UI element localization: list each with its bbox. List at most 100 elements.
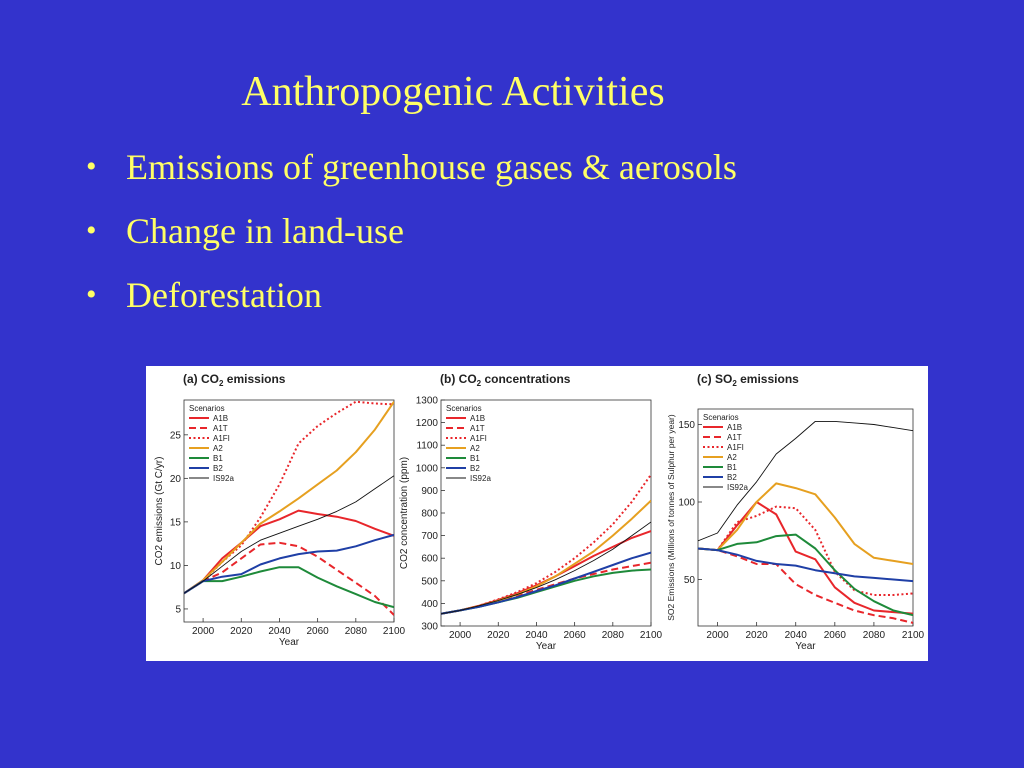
x-tick-label: 2020 bbox=[487, 630, 510, 641]
figure-panel: (a) CO2 emissions 2000 2020 2040 2060 2080 210… bbox=[146, 366, 928, 661]
x-tick-label: 2000 bbox=[192, 626, 215, 637]
legend-label: B1 bbox=[470, 454, 480, 463]
series-line bbox=[184, 533, 394, 595]
chart-title-subscript: 2 bbox=[477, 379, 482, 388]
y-tick-label: 500 bbox=[421, 576, 438, 587]
series-line bbox=[184, 566, 394, 609]
x-tick-label: 2020 bbox=[746, 630, 769, 641]
y-tick-label: 1000 bbox=[416, 463, 439, 474]
series-line bbox=[698, 547, 913, 624]
x-tick-label: 2100 bbox=[383, 626, 406, 637]
y-tick-label: 700 bbox=[421, 531, 438, 542]
x-tick-label: 2100 bbox=[902, 630, 925, 641]
y-tick-label: 1300 bbox=[416, 396, 439, 407]
bullet-dot-icon: • bbox=[86, 150, 97, 183]
legend-label: A1T bbox=[470, 424, 485, 433]
y-tick-label: 5 bbox=[175, 604, 181, 615]
y-tick-label: 300 bbox=[421, 622, 438, 633]
bullet-dot-icon: • bbox=[86, 214, 97, 247]
y-tick-label: 100 bbox=[678, 498, 695, 509]
plot-area bbox=[697, 408, 914, 627]
chart-title-text: (b) CO bbox=[440, 372, 477, 386]
x-tick-label: 2060 bbox=[307, 626, 330, 637]
x-axis-label: Year bbox=[279, 637, 300, 648]
series-line bbox=[698, 505, 913, 596]
y-tick-label: 1100 bbox=[416, 441, 438, 452]
x-tick-label: 2100 bbox=[640, 630, 663, 641]
y-axis-label: CO2 emissions (Gt C/yr) bbox=[154, 457, 165, 566]
legend-label: A1FI bbox=[213, 434, 230, 443]
chart-title-text: emissions bbox=[737, 372, 799, 386]
x-axis-label: Year bbox=[536, 641, 557, 652]
x-tick-label: 2000 bbox=[706, 630, 729, 641]
y-tick-label: 10 bbox=[170, 561, 182, 572]
series-line bbox=[698, 420, 913, 542]
chart-title-subscript: 2 bbox=[732, 379, 737, 388]
bullet-text: Change in land-use bbox=[126, 211, 404, 251]
x-tick-label: 2000 bbox=[449, 630, 472, 641]
y-axis-label: SO2 Emissions (Millions of tonnes of Sul… bbox=[666, 414, 676, 621]
bullet-list: • Emissions of greenhouse gases & aerosol… bbox=[86, 146, 737, 338]
chart-title: (b) CO2 concentrations bbox=[440, 372, 571, 388]
y-tick-label: 15 bbox=[170, 517, 182, 528]
y-tick-label: 400 bbox=[421, 599, 438, 610]
x-tick-label: 2040 bbox=[268, 626, 291, 637]
slide-title: Anthropogenic Activities bbox=[241, 69, 665, 115]
series-line bbox=[184, 509, 394, 595]
chart-panel: (b) CO2 concentrations 2000 2020 2040 2060 20… bbox=[399, 372, 663, 652]
x-tick-label: 2060 bbox=[564, 630, 587, 641]
legend-label: IS92a bbox=[727, 483, 748, 492]
series-line bbox=[698, 501, 913, 615]
bullet-text: Emissions of greenhouse gases & aerosols bbox=[126, 147, 737, 187]
x-tick-label: 2080 bbox=[602, 630, 625, 641]
chart-title-text: (a) CO bbox=[183, 372, 219, 386]
legend-label: B1 bbox=[727, 463, 737, 472]
y-tick-label: 20 bbox=[170, 474, 182, 485]
legend-label: B1 bbox=[213, 454, 223, 463]
plot-area bbox=[183, 399, 395, 623]
legend-label: A1B bbox=[213, 414, 228, 423]
y-tick-label: 25 bbox=[170, 430, 182, 441]
legend-title: Scenarios bbox=[446, 404, 482, 413]
x-tick-label: 2080 bbox=[863, 630, 886, 641]
chart-title-text: emissions bbox=[223, 372, 285, 386]
x-axis-label: Year bbox=[795, 641, 816, 652]
series-line bbox=[184, 401, 394, 595]
chart-title-subscript: 2 bbox=[219, 379, 224, 388]
legend-label: B2 bbox=[470, 464, 480, 473]
bullet-dot-icon: • bbox=[86, 278, 97, 311]
y-tick-label: 900 bbox=[421, 486, 438, 497]
series-line bbox=[184, 541, 394, 616]
series-line bbox=[698, 482, 913, 565]
legend-label: A2 bbox=[727, 453, 737, 462]
bullet-text: Deforestation bbox=[126, 275, 322, 315]
legend-label: A2 bbox=[213, 444, 223, 453]
x-tick-label: 2060 bbox=[824, 630, 847, 641]
x-tick-label: 2040 bbox=[525, 630, 548, 641]
series-line bbox=[441, 551, 651, 615]
chart-title-text: (c) SO bbox=[697, 372, 732, 386]
legend-label: B2 bbox=[727, 473, 737, 482]
bullet-item: • Emissions of greenhouse gases & aerosol… bbox=[86, 146, 737, 210]
series-line bbox=[441, 521, 651, 615]
bullet-item: • Deforestation bbox=[86, 274, 737, 338]
series-line bbox=[441, 499, 651, 615]
legend-label: A2 bbox=[470, 444, 480, 453]
y-tick-label: 1200 bbox=[416, 418, 439, 429]
legend-label: A1T bbox=[727, 433, 742, 442]
y-tick-label: 600 bbox=[421, 554, 438, 565]
x-tick-label: 2080 bbox=[345, 626, 368, 637]
series-line bbox=[184, 475, 394, 594]
legend-title: Scenarios bbox=[189, 404, 225, 413]
bullet-item: • Change in land-use bbox=[86, 210, 737, 274]
legend-label: A1FI bbox=[727, 443, 744, 452]
legend-label: A1B bbox=[727, 423, 742, 432]
legend-title: Scenarios bbox=[703, 413, 739, 422]
chart-title: (c) SO2 emissions bbox=[697, 372, 799, 388]
y-tick-label: 150 bbox=[678, 420, 695, 431]
legend-label: A1B bbox=[470, 414, 485, 423]
y-tick-label: 50 bbox=[684, 575, 696, 586]
